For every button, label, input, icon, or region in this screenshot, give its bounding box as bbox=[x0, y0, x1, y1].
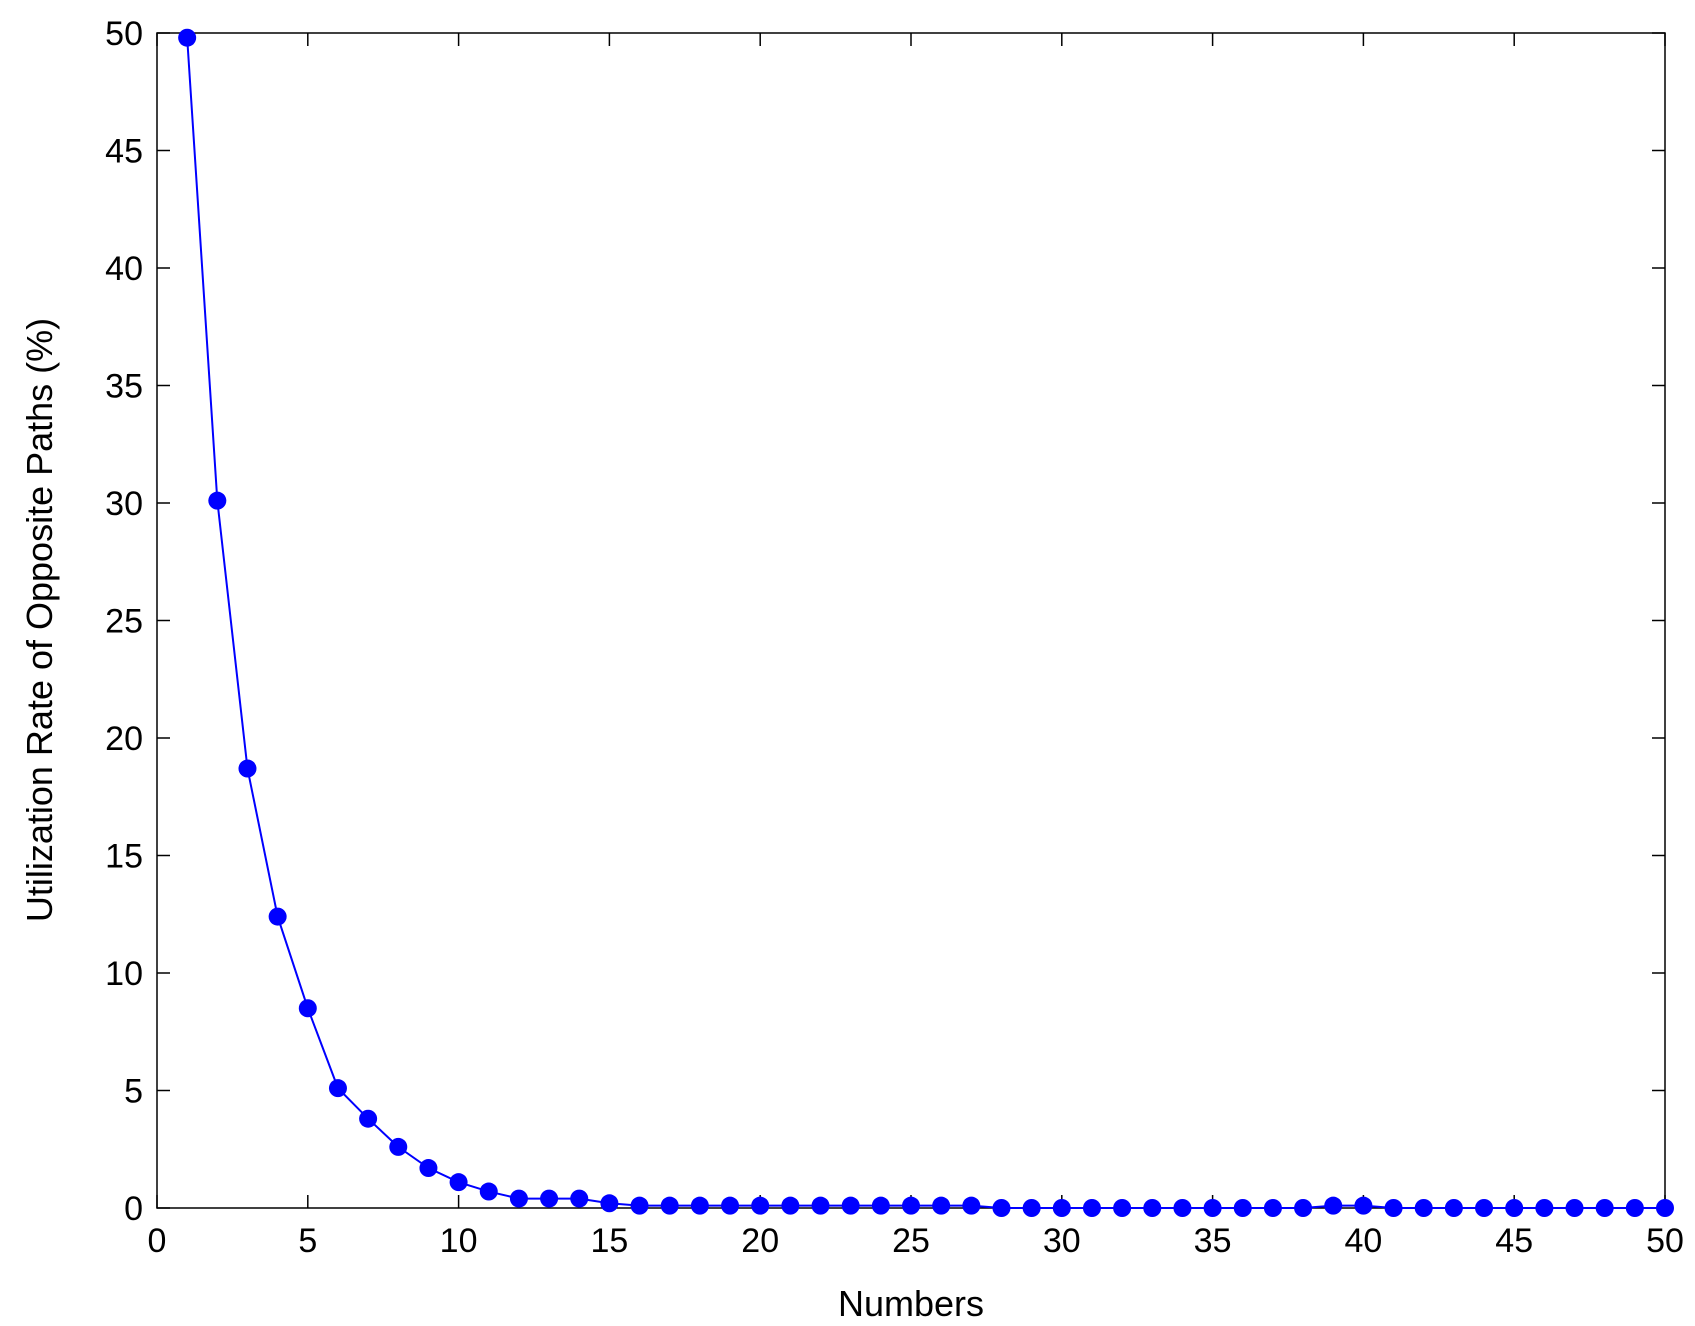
data-point bbox=[600, 1194, 619, 1213]
x-tick-label: 40 bbox=[1344, 1222, 1382, 1260]
data-point bbox=[208, 491, 227, 510]
data-point bbox=[1354, 1196, 1373, 1215]
data-point bbox=[298, 999, 317, 1018]
y-tick-labels: 0 5 10 15 20 25 30 35 40 45 50 bbox=[105, 15, 143, 1228]
data-point bbox=[1505, 1199, 1524, 1217]
y-tick-label: 40 bbox=[105, 250, 143, 288]
data-point bbox=[238, 759, 257, 778]
data-point bbox=[721, 1196, 740, 1215]
data-point bbox=[932, 1196, 951, 1215]
data-point bbox=[1535, 1199, 1554, 1217]
data-point bbox=[540, 1189, 559, 1208]
x-axis-label: Numbers bbox=[838, 1283, 984, 1324]
y-tick-label: 25 bbox=[105, 603, 143, 641]
y-axis-label: Utilization Rate of Opposite Paths (%) bbox=[19, 318, 60, 922]
y-tick-label: 0 bbox=[124, 1190, 143, 1228]
data-point bbox=[992, 1199, 1011, 1217]
data-point bbox=[1022, 1199, 1041, 1217]
data-point bbox=[690, 1196, 709, 1215]
data-point bbox=[1263, 1199, 1282, 1217]
series-group bbox=[178, 28, 1674, 1217]
data-point bbox=[1384, 1199, 1403, 1217]
x-tick-label: 5 bbox=[298, 1222, 317, 1260]
data-point bbox=[328, 1079, 347, 1098]
data-point bbox=[178, 28, 197, 47]
x-tick-labels: 0 5 10 15 20 25 30 35 40 45 50 bbox=[148, 1222, 1684, 1260]
data-point bbox=[660, 1196, 679, 1215]
x-tick-label: 35 bbox=[1194, 1222, 1232, 1260]
data-point bbox=[1656, 1199, 1674, 1217]
data-point bbox=[359, 1109, 378, 1128]
data-point bbox=[1233, 1199, 1252, 1217]
data-point bbox=[841, 1196, 860, 1215]
data-point bbox=[389, 1137, 408, 1156]
x-tick-label: 50 bbox=[1646, 1222, 1684, 1260]
plot-area bbox=[156, 32, 1666, 1209]
x-tick-label: 0 bbox=[148, 1222, 167, 1260]
data-point bbox=[962, 1196, 981, 1215]
y-tick-label: 5 bbox=[124, 1073, 143, 1111]
y-tick-label: 50 bbox=[105, 15, 143, 53]
x-tick-label: 45 bbox=[1495, 1222, 1533, 1260]
data-point bbox=[1113, 1199, 1132, 1217]
data-point bbox=[811, 1196, 830, 1215]
data-point bbox=[1173, 1199, 1192, 1217]
data-point bbox=[1595, 1199, 1614, 1217]
data-point bbox=[871, 1196, 890, 1215]
data-point bbox=[751, 1196, 770, 1215]
data-point bbox=[449, 1173, 468, 1192]
y-tick-label: 10 bbox=[105, 955, 143, 993]
x-tick-label: 30 bbox=[1043, 1222, 1081, 1260]
y-tick-label: 15 bbox=[105, 838, 143, 876]
x-tick-label: 20 bbox=[741, 1222, 779, 1260]
x-tick-label: 25 bbox=[892, 1222, 930, 1260]
y-tick-label: 35 bbox=[105, 368, 143, 406]
data-point bbox=[1082, 1199, 1101, 1217]
y-tick-label: 30 bbox=[105, 485, 143, 523]
y-tick-label: 45 bbox=[105, 133, 143, 171]
data-point bbox=[1324, 1196, 1343, 1215]
data-point bbox=[268, 907, 287, 926]
data-point bbox=[1475, 1199, 1494, 1217]
data-point bbox=[902, 1196, 920, 1215]
y-tick-label: 20 bbox=[105, 720, 143, 758]
data-point bbox=[1143, 1199, 1162, 1217]
data-point bbox=[1203, 1199, 1222, 1217]
x-tick-label: 10 bbox=[440, 1222, 478, 1260]
data-point bbox=[1294, 1199, 1313, 1217]
data-point bbox=[1444, 1199, 1463, 1217]
x-tick-label: 15 bbox=[590, 1222, 628, 1260]
data-point bbox=[1565, 1199, 1584, 1217]
data-point bbox=[479, 1182, 498, 1201]
data-point bbox=[1625, 1199, 1644, 1217]
data-point bbox=[1052, 1199, 1071, 1217]
data-point bbox=[781, 1196, 800, 1215]
data-point bbox=[1414, 1199, 1433, 1217]
data-point bbox=[419, 1159, 438, 1178]
data-point bbox=[570, 1189, 589, 1208]
data-point bbox=[630, 1196, 649, 1215]
data-point bbox=[509, 1189, 528, 1208]
